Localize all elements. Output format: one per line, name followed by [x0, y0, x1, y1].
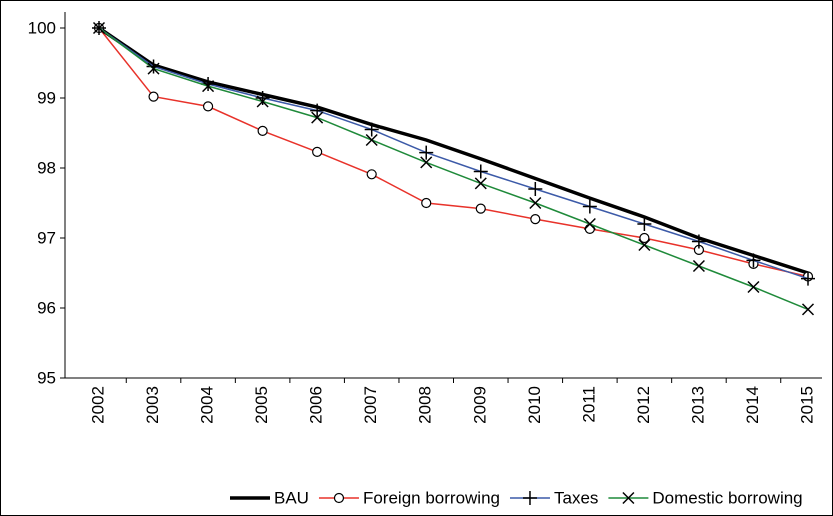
- y-tick-label: 96: [37, 298, 56, 317]
- x-tick-label: 2002: [88, 386, 107, 424]
- point-marker: [146, 59, 161, 74]
- point-marker: [474, 177, 487, 190]
- point-marker: [92, 21, 106, 35]
- x-tick-label: 2010: [525, 386, 544, 424]
- y-tick-label: 100: [28, 18, 56, 37]
- point-marker: [421, 197, 432, 209]
- point-marker: [582, 199, 597, 214]
- x-tick-label: 2009: [470, 386, 489, 424]
- point-marker: [529, 196, 542, 210]
- x-tick-label: 2015: [797, 386, 816, 424]
- x-tick-label: 2011: [579, 386, 598, 423]
- point-marker: [691, 234, 706, 249]
- point-marker: [202, 80, 215, 93]
- x-tick-label: 2012: [634, 386, 653, 424]
- x-tick-label: 2008: [416, 386, 435, 424]
- y-tick-label: 97: [37, 228, 56, 247]
- point-marker: [365, 133, 378, 147]
- x-tick-label: 2004: [198, 386, 217, 424]
- legend-label: BAU: [274, 488, 309, 507]
- series-line: [98, 27, 809, 278]
- point-marker: [366, 169, 377, 180]
- legend-marker: [333, 492, 345, 504]
- point-marker: [364, 122, 379, 137]
- y-tick-label: 98: [37, 158, 56, 177]
- x-tick-label: 2007: [361, 386, 380, 424]
- point-marker: [475, 203, 486, 214]
- point-marker: [419, 145, 434, 160]
- point-marker: [528, 182, 543, 196]
- x-tick-label: 2005: [252, 386, 271, 424]
- point-marker: [639, 232, 650, 244]
- legend-label: Foreign borrowing: [363, 488, 500, 507]
- point-marker: [311, 111, 324, 124]
- series-line: [98, 26, 809, 275]
- x-tick-label: 2013: [688, 386, 707, 424]
- point-marker: [257, 125, 268, 136]
- point-marker: [746, 253, 761, 268]
- x-tick-label: 2003: [143, 386, 162, 424]
- legend-label: Domestic borrowing: [652, 488, 802, 507]
- point-marker: [801, 271, 815, 286]
- x-tick-label: 2014: [743, 386, 762, 424]
- series-line: [98, 27, 809, 280]
- legend-marker: [522, 491, 537, 505]
- point-marker: [747, 280, 760, 294]
- series-line: [98, 27, 809, 311]
- point-marker: [637, 217, 652, 231]
- point-marker: [638, 238, 651, 252]
- point-marker: [530, 214, 541, 225]
- y-tick-label: 95: [37, 368, 56, 387]
- point-marker: [256, 95, 269, 108]
- legend-label: Taxes: [554, 488, 598, 507]
- point-marker: [202, 101, 214, 112]
- y-tick-label: 99: [37, 88, 56, 107]
- point-marker: [473, 164, 488, 179]
- point-marker: [310, 103, 325, 118]
- point-marker: [420, 156, 433, 169]
- point-marker: [692, 259, 705, 273]
- legend-marker: [622, 491, 635, 505]
- point-marker: [255, 91, 270, 105]
- point-marker: [583, 217, 596, 231]
- point-marker: [801, 303, 815, 316]
- x-tick-label: 2006: [307, 386, 326, 424]
- point-marker: [312, 146, 323, 157]
- point-marker: [148, 91, 159, 102]
- point-marker: [147, 62, 160, 75]
